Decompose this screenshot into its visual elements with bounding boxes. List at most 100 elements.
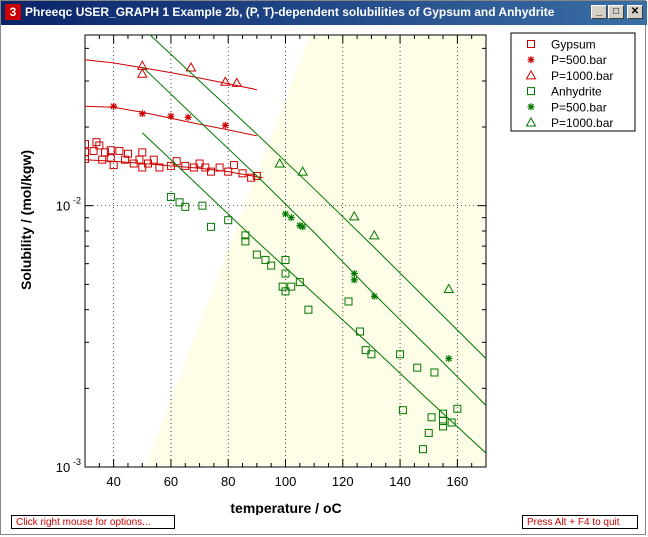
data-point	[101, 148, 110, 157]
series-curve	[149, 35, 486, 359]
series-group	[85, 102, 258, 137]
data-point	[281, 287, 290, 296]
series-group	[141, 66, 486, 406]
data-point	[295, 278, 304, 287]
data-point	[267, 261, 276, 270]
data-point	[424, 428, 433, 437]
series-group	[85, 138, 263, 182]
x-tick-label: 100	[275, 474, 297, 489]
maximize-button[interactable]: □	[608, 5, 624, 19]
series-group	[141, 132, 486, 454]
data-point	[439, 422, 448, 431]
data-point	[299, 223, 307, 231]
x-tick-label: 60	[164, 474, 178, 489]
legend-label: P=1000.bar	[551, 69, 613, 83]
data-point	[175, 198, 184, 207]
plot-frame	[84, 34, 487, 468]
data-point	[278, 282, 287, 291]
options-hint: Click right mouse for options...	[11, 515, 175, 529]
data-point	[224, 167, 233, 176]
window-title: Phreeqc USER_GRAPH 1 Example 2b, (P, T)-…	[25, 5, 555, 19]
legend-label: Anhydrite	[551, 85, 602, 99]
data-point	[231, 77, 243, 87]
data-point	[247, 173, 256, 182]
data-point	[181, 161, 190, 170]
y-tick-exponent: -3	[73, 457, 81, 467]
data-point	[287, 282, 296, 291]
series-group	[85, 59, 258, 91]
data-point	[355, 327, 364, 336]
x-tick-label: 40	[106, 474, 120, 489]
data-point	[443, 283, 455, 293]
x-tick-label: 140	[389, 474, 411, 489]
x-tick-label: 120	[332, 474, 354, 489]
data-point	[445, 355, 453, 363]
data-point	[238, 169, 247, 178]
y-tick-label: 10	[56, 460, 70, 475]
data-point	[344, 297, 353, 306]
data-point	[252, 171, 261, 180]
data-point	[149, 155, 158, 164]
data-point	[447, 418, 456, 427]
app-icon[interactable]: 3	[5, 4, 21, 20]
title-bar[interactable]: 3 Phreeqc USER_GRAPH 1 Example 2b, (P, T…	[1, 1, 647, 25]
data-point	[398, 406, 407, 415]
data-point	[287, 214, 295, 222]
y-tick-exponent: -2	[73, 196, 81, 206]
data-point	[85, 148, 89, 157]
data-point	[138, 110, 146, 118]
data-point	[89, 146, 98, 155]
data-point	[166, 161, 175, 170]
data-point	[427, 413, 436, 422]
data-point	[95, 141, 104, 150]
data-point	[439, 409, 448, 418]
data-point	[219, 76, 231, 86]
minimize-button[interactable]: _	[591, 5, 607, 19]
data-point	[136, 68, 148, 78]
data-point	[229, 161, 238, 170]
series-curve	[141, 132, 486, 454]
data-point	[106, 146, 115, 155]
data-point	[207, 167, 216, 176]
data-point	[184, 113, 192, 121]
data-point	[274, 158, 286, 168]
series-curve	[85, 159, 263, 179]
data-point	[370, 292, 378, 300]
data-point	[123, 149, 132, 158]
legend-marker	[527, 87, 535, 96]
y-tick-label: 10	[56, 199, 70, 214]
data-point	[350, 276, 358, 284]
solubility-chart[interactable]: Solubility / (mol/kgw) temperature / oC …	[1, 25, 647, 515]
data-point	[241, 231, 250, 240]
data-point	[155, 163, 164, 172]
data-point	[396, 350, 405, 359]
data-point	[115, 146, 124, 155]
data-point	[252, 250, 261, 259]
data-point	[281, 269, 290, 278]
legend-box	[510, 32, 636, 132]
data-point	[110, 102, 118, 110]
data-point	[350, 270, 358, 278]
data-point	[198, 201, 207, 210]
legend-marker	[525, 116, 537, 127]
data-point	[304, 305, 313, 314]
data-point	[453, 404, 462, 413]
data-point	[296, 221, 304, 229]
data-point	[418, 445, 427, 454]
data-point	[367, 350, 376, 359]
series-curve	[141, 66, 486, 406]
x-axis-label: temperature / oC	[230, 500, 341, 515]
series-group	[149, 35, 486, 359]
quit-hint: Press Alt + F4 to quit	[522, 515, 638, 529]
data-point	[297, 166, 309, 176]
y-axis-label: Solubility / (mol/kgw)	[18, 150, 34, 290]
data-point	[430, 368, 439, 377]
close-button[interactable]: ✕	[627, 5, 643, 19]
legend-label: P=500.bar	[551, 100, 607, 114]
legend-label: Gypsum	[551, 38, 596, 52]
data-point	[261, 255, 270, 264]
series-curve	[85, 59, 258, 91]
data-point	[85, 140, 89, 149]
data-point	[109, 161, 118, 170]
